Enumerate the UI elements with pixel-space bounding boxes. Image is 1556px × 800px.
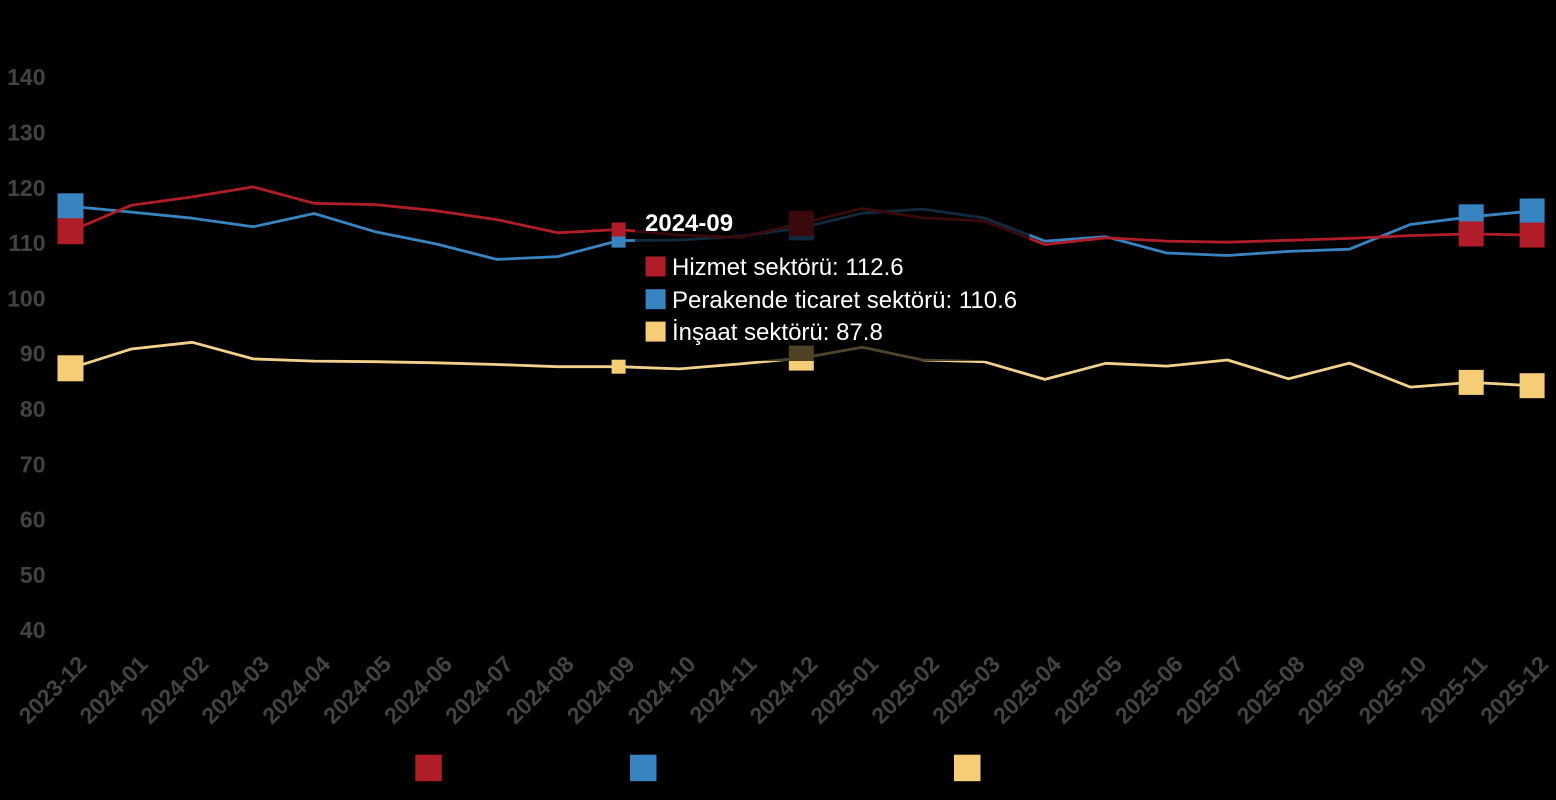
svg-text:110: 110 — [8, 230, 45, 256]
svg-text:Hizmet sektörü: 112.6: Hizmet sektörü: 112.6 — [672, 254, 904, 281]
svg-text:60: 60 — [20, 507, 46, 533]
svg-text:40: 40 — [20, 617, 46, 643]
svg-text:2024-09: 2024-09 — [645, 210, 733, 237]
svg-text:İnşaat sektörü: 87.8: İnşaat sektörü: 87.8 — [672, 319, 883, 346]
svg-text:80: 80 — [20, 396, 46, 422]
svg-text:50: 50 — [20, 562, 46, 588]
svg-text:130: 130 — [7, 120, 45, 146]
svg-text:120: 120 — [7, 175, 45, 201]
svg-text:90: 90 — [20, 341, 46, 367]
svg-text:140: 140 — [7, 64, 45, 90]
svg-text:70: 70 — [20, 451, 46, 477]
svg-text:100: 100 — [7, 285, 45, 311]
svg-text:Perakende ticaret sektörü: 110: Perakende ticaret sektörü: 110.6 — [672, 287, 1017, 314]
